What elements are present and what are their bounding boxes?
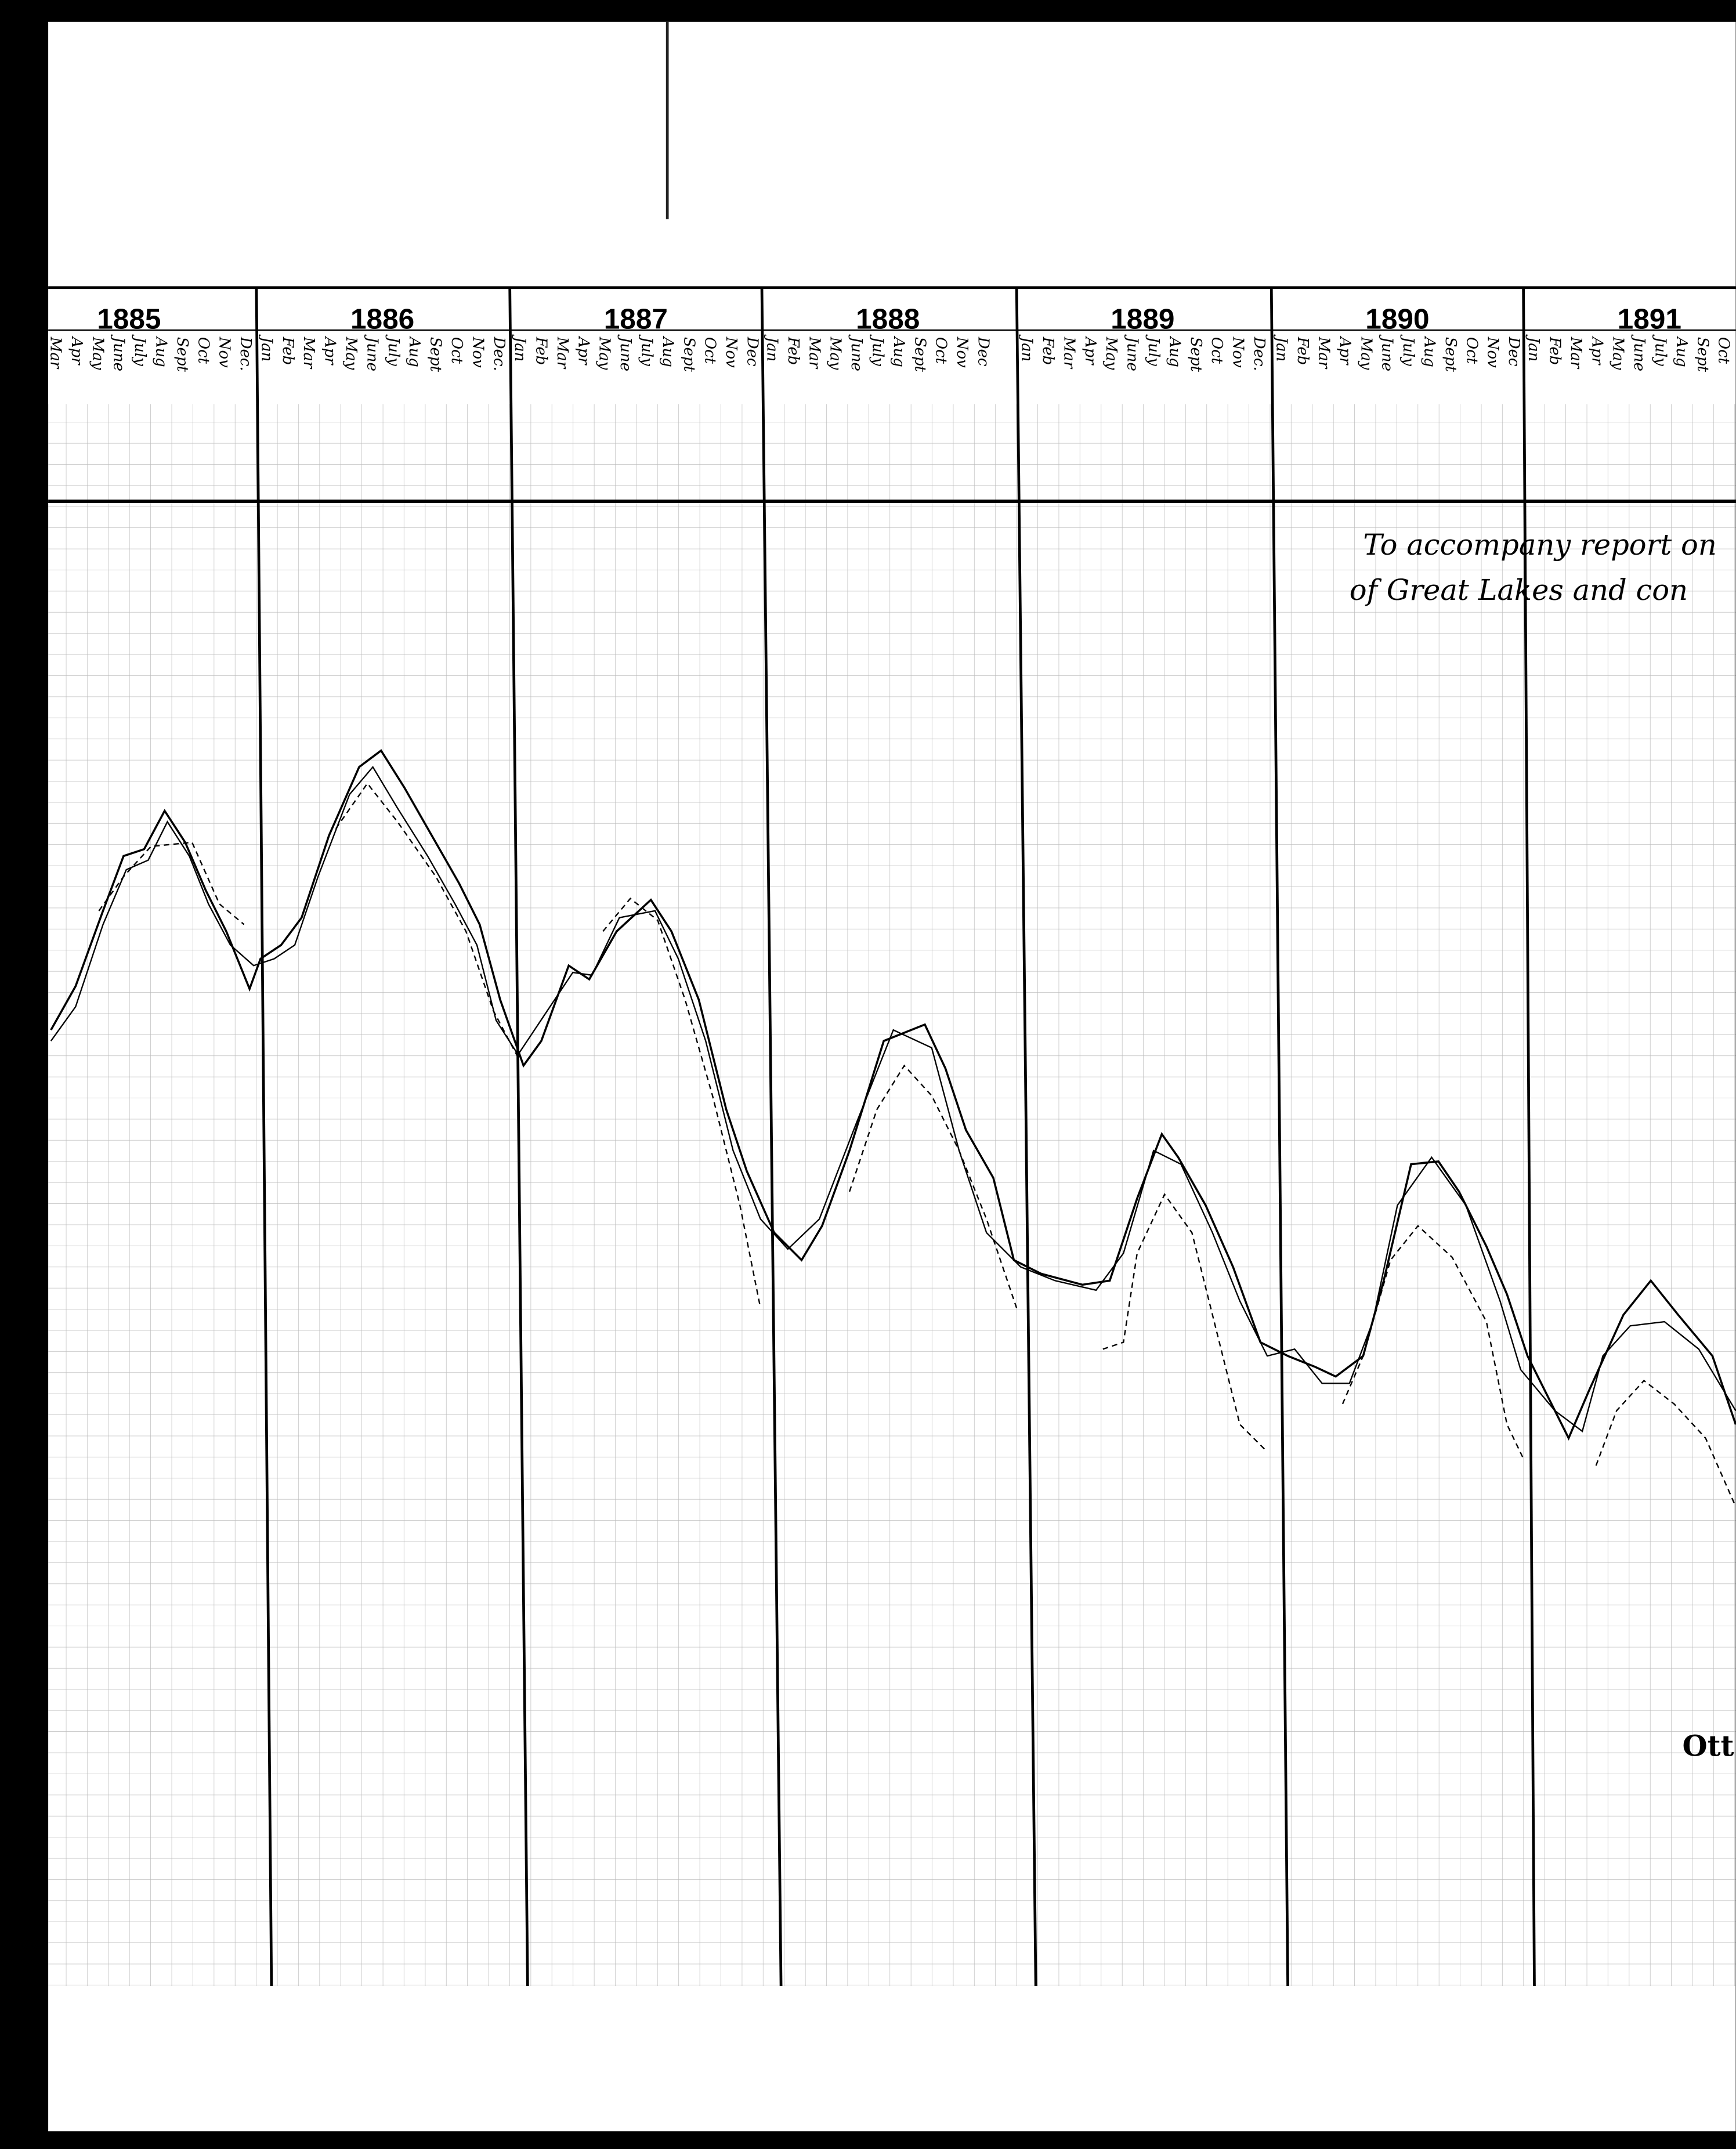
month-label: Feb bbox=[279, 337, 296, 366]
month-label: Dec bbox=[744, 337, 761, 367]
grid bbox=[48, 328, 1736, 1987]
month-label: Apr bbox=[1336, 336, 1354, 366]
month-label: Aug bbox=[1166, 336, 1183, 367]
year-label: 1889 bbox=[1111, 303, 1174, 335]
month-label: Sept bbox=[680, 337, 697, 372]
annotation: of Great Lakes and con bbox=[1350, 573, 1688, 607]
month-label: Nov bbox=[953, 337, 971, 368]
month-label: July bbox=[869, 334, 886, 366]
year-dividers bbox=[255, 287, 1536, 1987]
month-label: Mar bbox=[1315, 337, 1332, 370]
month-label: June bbox=[1124, 334, 1141, 371]
month-label: July bbox=[385, 334, 402, 366]
month-label: Sept bbox=[911, 337, 928, 372]
year-label: 1888 bbox=[856, 303, 920, 335]
month-label: Oct bbox=[701, 337, 719, 364]
month-label: Aug bbox=[890, 336, 907, 367]
month-label: Jan bbox=[763, 334, 780, 362]
month-label: Oct bbox=[194, 337, 212, 364]
year-label: 1886 bbox=[350, 303, 414, 335]
month-label: June bbox=[617, 334, 634, 371]
month-label: July bbox=[1651, 334, 1669, 366]
month-label: Mar bbox=[1060, 337, 1077, 370]
month-label: Oct bbox=[1208, 337, 1225, 364]
month-label: June bbox=[848, 334, 865, 371]
annotation: To accompany report on bbox=[1363, 528, 1716, 562]
month-label: May bbox=[596, 337, 613, 370]
month-label: Mar bbox=[554, 337, 571, 370]
month-label: Feb bbox=[1546, 337, 1563, 366]
month-label: Oct bbox=[1463, 337, 1480, 364]
month-label: Aug bbox=[1673, 336, 1690, 367]
month-label: Nov bbox=[469, 337, 486, 368]
month-label: Mar bbox=[1567, 337, 1585, 370]
month-label: Dec bbox=[1505, 337, 1522, 367]
month-label: Oct bbox=[1715, 337, 1733, 364]
month-label: Feb bbox=[1294, 337, 1311, 366]
month-label: Feb bbox=[533, 337, 550, 366]
month-label: Mar bbox=[300, 337, 317, 370]
month-label: Nov bbox=[1229, 337, 1247, 368]
month-label: May bbox=[89, 337, 106, 370]
month-label: Oct bbox=[448, 337, 465, 364]
month-label: Mar bbox=[805, 337, 823, 370]
month-label: Sept bbox=[1187, 337, 1205, 372]
month-label: Sept bbox=[1694, 337, 1711, 372]
year-label: 1890 bbox=[1365, 303, 1429, 335]
month-label: Dec. bbox=[237, 337, 254, 371]
month-label: July bbox=[131, 334, 149, 366]
month-label: May bbox=[827, 337, 844, 370]
month-band bbox=[48, 328, 1736, 404]
month-label: Aug bbox=[659, 336, 677, 367]
month-label: Apr bbox=[68, 336, 85, 366]
month-label: Jan bbox=[1018, 334, 1036, 362]
year-label: 1885 bbox=[97, 303, 161, 335]
month-label: June bbox=[1630, 334, 1648, 371]
month-label: May bbox=[1102, 337, 1120, 370]
footer-text: Ott bbox=[1682, 1728, 1734, 1763]
month-label: June bbox=[363, 334, 381, 371]
month-label: Apr bbox=[321, 336, 339, 366]
month-label: June bbox=[110, 334, 128, 371]
month-label: Aug bbox=[406, 336, 423, 367]
month-label: Sept bbox=[427, 337, 444, 372]
month-label: Jan bbox=[1273, 334, 1290, 362]
month-label: Feb bbox=[1039, 337, 1057, 366]
month-label: Dec. bbox=[490, 337, 508, 371]
month-label: Sept bbox=[1442, 337, 1459, 372]
month-label: July bbox=[1399, 334, 1417, 366]
month-label: Aug bbox=[1420, 336, 1438, 367]
month-label: May bbox=[1357, 337, 1375, 370]
month-label: Dec. bbox=[1250, 337, 1268, 371]
month-label: Oct bbox=[932, 337, 950, 364]
month-label: May bbox=[342, 337, 360, 370]
month-label: June bbox=[1379, 334, 1396, 371]
month-label: May bbox=[1610, 337, 1627, 370]
month-label: Sept bbox=[173, 337, 191, 372]
month-label: Nov bbox=[216, 337, 233, 368]
month-label: July bbox=[1145, 334, 1162, 366]
month-label: Mar bbox=[46, 337, 64, 370]
month-label: Jan bbox=[258, 334, 275, 362]
month-label: Apr bbox=[1588, 336, 1605, 366]
month-label: July bbox=[638, 334, 656, 366]
month-label: Apr bbox=[574, 336, 592, 366]
month-label: Jan bbox=[511, 334, 529, 362]
month-label: Apr bbox=[1082, 336, 1099, 366]
year-label: 1887 bbox=[604, 303, 668, 335]
month-label: Aug bbox=[152, 336, 169, 367]
month-label: Jan bbox=[1525, 334, 1542, 362]
month-label: Nov bbox=[722, 337, 740, 368]
year-label: 1891 bbox=[1618, 303, 1681, 335]
month-label: Dec bbox=[975, 337, 992, 367]
month-label: Feb bbox=[784, 337, 802, 366]
month-label: Nov bbox=[1484, 337, 1502, 368]
curves bbox=[50, 749, 1736, 1507]
